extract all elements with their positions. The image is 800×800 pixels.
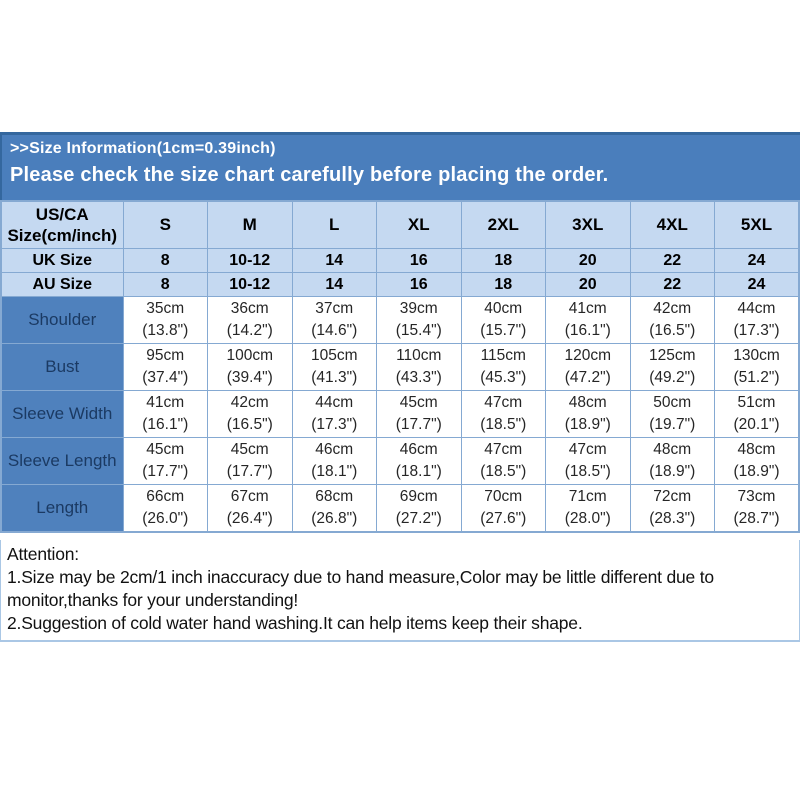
measure-value-cell: 36cm (14.2") — [207, 296, 293, 344]
banner-title: >>Size Information(1cm=0.39inch) — [10, 140, 276, 157]
measure-value-cell: 44cm (17.3") — [714, 296, 800, 344]
measure-value-cell: 45cm (17.7") — [207, 437, 293, 485]
region-label-cell: AU Size — [0, 272, 124, 297]
region-size-cell: 22 — [629, 272, 715, 297]
measure-label-cell: Sleeve Length — [0, 437, 124, 485]
size-table: US/CA Size(cm/inch) S M L XL 2XL 3XL 4XL 5XL UK S… — [0, 200, 800, 533]
region-size-cell: 8 — [122, 272, 208, 297]
measure-label-cell: Bust — [0, 343, 124, 391]
measure-value-cell: 47cm (18.5") — [460, 390, 546, 438]
corner-header-cell: US/CA Size(cm/inch) — [0, 200, 124, 249]
measure-value-cell: 105cm (41.3") — [291, 343, 377, 391]
measure-row: Sleeve Length 45cm (17.7") 45cm (17.7") 46c… — [0, 437, 800, 485]
measure-value-cell: 69cm (27.2") — [376, 484, 462, 533]
measure-row: Length 66cm (26.0") 67cm (26.4") 68cm (26.8… — [0, 484, 800, 533]
region-size-cell: 14 — [291, 248, 377, 273]
measure-label-cell: Sleeve Width — [0, 390, 124, 438]
measure-value-cell: 71cm (28.0") — [545, 484, 631, 533]
measure-value-cell: 46cm (18.1") — [376, 437, 462, 485]
measure-row: Sleeve Width 41cm (16.1") 42cm (16.5") 44cm… — [0, 390, 800, 438]
region-size-cell: 8 — [122, 248, 208, 273]
region-size-cell: 20 — [545, 248, 631, 273]
measure-value-cell: 50cm (19.7") — [629, 390, 715, 438]
measure-value-cell: 48cm (18.9") — [714, 437, 800, 485]
measure-value-cell: 72cm (28.3") — [629, 484, 715, 533]
region-size-row: AU Size 8 10-12 14 16 18 20 22 24 — [0, 272, 800, 297]
measure-value-cell: 44cm (17.3") — [291, 390, 377, 438]
measure-value-cell: 110cm (43.3") — [376, 343, 462, 391]
measure-value-cell: 68cm (26.8") — [291, 484, 377, 533]
attention-note-1: 1.Size may be 2cm/1 inch inaccuracy due … — [7, 567, 714, 610]
region-size-row: UK Size 8 10-12 14 16 18 20 22 24 — [0, 248, 800, 273]
measure-value-cell: 35cm (13.8") — [122, 296, 208, 344]
size-header-cell: M — [207, 200, 293, 249]
measure-value-cell: 125cm (49.2") — [629, 343, 715, 391]
size-header-cell: 3XL — [545, 200, 631, 249]
measure-value-cell: 40cm (15.7") — [460, 296, 546, 344]
measure-value-cell: 67cm (26.4") — [207, 484, 293, 533]
measure-value-cell: 42cm (16.5") — [207, 390, 293, 438]
measure-value-cell: 73cm (28.7") — [714, 484, 800, 533]
measure-value-cell: 45cm (17.7") — [122, 437, 208, 485]
size-header-cell: XL — [376, 200, 462, 249]
measure-value-cell: 37cm (14.6") — [291, 296, 377, 344]
banner-subtitle: Please check the size chart carefully be… — [10, 164, 609, 186]
size-header-row: US/CA Size(cm/inch) S M L XL 2XL 3XL 4XL 5XL — [0, 200, 800, 249]
attention-title: Attention: — [7, 544, 79, 564]
region-size-cell: 24 — [714, 248, 800, 273]
measure-value-cell: 39cm (15.4") — [376, 296, 462, 344]
measure-value-cell: 48cm (18.9") — [545, 390, 631, 438]
region-size-cell: 22 — [629, 248, 715, 273]
measure-label-cell: Shoulder — [0, 296, 124, 344]
measure-value-cell: 70cm (27.6") — [460, 484, 546, 533]
measure-value-cell: 115cm (45.3") — [460, 343, 546, 391]
size-header-cell: 5XL — [714, 200, 800, 249]
measure-value-cell: 41cm (16.1") — [122, 390, 208, 438]
size-table-body: US/CA Size(cm/inch) S M L XL 2XL 3XL 4XL 5XL UK S… — [0, 200, 800, 533]
measure-value-cell: 45cm (17.7") — [376, 390, 462, 438]
measure-value-cell: 120cm (47.2") — [545, 343, 631, 391]
size-header-cell: 4XL — [629, 200, 715, 249]
measure-value-cell: 66cm (26.0") — [122, 484, 208, 533]
region-size-cell: 10-12 — [207, 248, 293, 273]
attention-section: Attention: 1.Size may be 2cm/1 inch inac… — [0, 540, 800, 642]
region-size-cell: 18 — [460, 272, 546, 297]
region-size-cell: 14 — [291, 272, 377, 297]
region-size-cell: 20 — [545, 272, 631, 297]
size-header-cell: L — [291, 200, 377, 249]
region-size-cell: 16 — [376, 248, 462, 273]
measure-label-cell: Length — [0, 484, 124, 533]
measure-value-cell: 47cm (18.5") — [545, 437, 631, 485]
measure-value-cell: 41cm (16.1") — [545, 296, 631, 344]
measure-row: Bust 95cm (37.4") 100cm (39.4") 105cm (41.3… — [0, 343, 800, 391]
region-label-cell: UK Size — [0, 248, 124, 273]
size-header-cell: S — [122, 200, 208, 249]
size-header-cell: 2XL — [460, 200, 546, 249]
measure-value-cell: 51cm (20.1") — [714, 390, 800, 438]
measure-value-cell: 47cm (18.5") — [460, 437, 546, 485]
attention-note-2: 2.Suggestion of cold water hand washing.… — [7, 613, 583, 633]
measure-value-cell: 48cm (18.9") — [629, 437, 715, 485]
banner: >>Size Information(1cm=0.39inch) Please … — [0, 132, 800, 200]
measure-value-cell: 95cm (37.4") — [122, 343, 208, 391]
measure-value-cell: 130cm (51.2") — [714, 343, 800, 391]
region-size-cell: 16 — [376, 272, 462, 297]
measure-value-cell: 100cm (39.4") — [207, 343, 293, 391]
measure-row: Shoulder 35cm (13.8") 36cm (14.2") 37cm (14… — [0, 296, 800, 344]
region-size-cell: 24 — [714, 272, 800, 297]
region-size-cell: 10-12 — [207, 272, 293, 297]
measure-value-cell: 42cm (16.5") — [629, 296, 715, 344]
region-size-cell: 18 — [460, 248, 546, 273]
measure-value-cell: 46cm (18.1") — [291, 437, 377, 485]
